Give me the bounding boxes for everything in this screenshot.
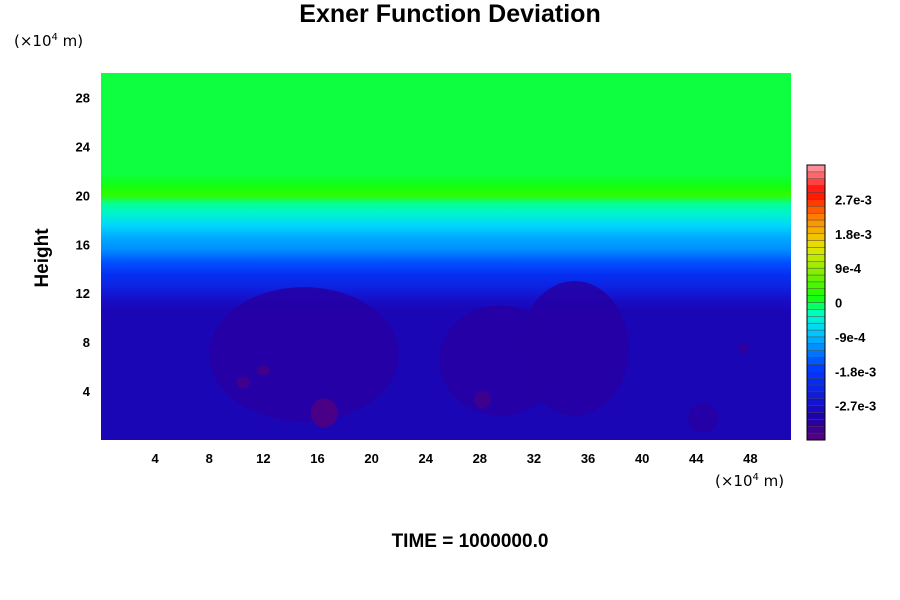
colorbar-band — [806, 206, 826, 214]
colorbar-band — [806, 226, 826, 234]
colorbar-band — [806, 212, 826, 221]
colorbar-tick-label: 9e-4 — [835, 261, 862, 276]
colorbar-band — [806, 281, 826, 289]
colorbar-band — [806, 316, 826, 324]
colorbar-tick-label: -9e-4 — [835, 330, 866, 345]
colorbar-band — [806, 336, 826, 344]
low-region-5 — [310, 398, 338, 428]
colorbar-band — [806, 419, 826, 427]
x-tick-label: 16 — [310, 451, 324, 466]
y-tick-label: 12 — [76, 286, 90, 301]
x-tick-label: 8 — [206, 451, 213, 466]
colorbar-band — [806, 329, 826, 338]
colorbar — [806, 164, 826, 441]
colorbar-tick-label: 2.7e-3 — [835, 192, 872, 207]
colorbar-band — [806, 412, 826, 420]
colorbar-band — [806, 295, 826, 303]
y-unit-exponent: 4 — [51, 32, 58, 43]
x-unit-prefix: (×10 — [715, 472, 753, 490]
colorbar-band — [806, 384, 826, 393]
colorbar-band — [806, 309, 826, 317]
colorbar-band — [806, 171, 826, 179]
colorbar-band — [806, 350, 826, 358]
x-tick-label: 12 — [256, 451, 270, 466]
x-tick-label: 44 — [689, 451, 704, 466]
colorbar-band — [806, 178, 826, 186]
x-tick-label: 36 — [581, 451, 595, 466]
y-tick-label: 20 — [76, 188, 90, 203]
x-unit-suffix: m) — [758, 472, 785, 490]
colorbar-band — [806, 391, 826, 399]
x-tick-label: 40 — [635, 451, 649, 466]
y-unit-prefix: (×10 — [14, 32, 52, 50]
colorbar-band — [806, 164, 826, 173]
colorbar-band — [806, 377, 826, 386]
x-axis-unit: (×104 m) — [715, 472, 784, 490]
colorbar-band — [806, 240, 826, 248]
colorbar-band — [806, 322, 826, 331]
y-tick-labels: 4 8 12 16 20 24 28 — [76, 90, 91, 399]
chart-title: Exner Function Deviation — [299, 0, 601, 28]
low-region-6 — [474, 391, 491, 409]
colorbar-band — [806, 343, 826, 351]
x-unit-exponent: 4 — [752, 472, 759, 483]
colorbar-band — [806, 274, 826, 283]
y-tick-label: 4 — [83, 384, 91, 399]
x-tick-label: 28 — [473, 451, 487, 466]
low-region-0 — [209, 287, 399, 422]
x-tick-label: 24 — [418, 451, 433, 466]
colorbar-band — [806, 426, 826, 434]
colorbar-tick-label: -1.8e-3 — [835, 364, 876, 379]
low-region-3 — [236, 376, 250, 389]
x-tick-labels: 4 8 12 16 20 24 28 32 36 40 44 48 — [152, 451, 758, 466]
colorbar-band — [806, 371, 826, 379]
x-tick-label: 48 — [743, 451, 757, 466]
y-tick-label: 8 — [83, 335, 90, 350]
x-tick-label: 32 — [527, 451, 541, 466]
colorbar-band — [806, 247, 826, 255]
colorbar-band — [806, 267, 826, 276]
colorbar-band — [806, 219, 826, 228]
y-tick-label: 16 — [76, 237, 90, 252]
colorbar-band — [806, 302, 826, 310]
heatmap-low-regions — [209, 280, 750, 433]
colorbar-band — [806, 288, 826, 296]
y-tick-label: 24 — [76, 139, 91, 154]
colorbar-band — [806, 192, 826, 200]
colorbar-tick-label: 0 — [835, 296, 842, 311]
colorbar-band — [806, 364, 826, 372]
colorbar-tick-labels: 2.7e-3 1.8e-3 9e-4 0 -9e-4 -1.8e-3 -2.7e-3 — [835, 192, 876, 413]
colorbar-band — [806, 398, 826, 406]
low-region-2 — [520, 280, 629, 416]
y-axis-unit: (×104 m) — [14, 32, 83, 50]
low-region-7 — [688, 403, 718, 433]
x-tick-label: 20 — [364, 451, 378, 466]
low-region-4 — [256, 365, 271, 376]
colorbar-band — [806, 233, 826, 241]
colorbar-frame — [806, 164, 826, 441]
low-region-8 — [738, 343, 750, 354]
colorbar-band — [806, 261, 826, 269]
x-tick-label: 4 — [152, 451, 160, 466]
colorbar-tick-label: -2.7e-3 — [835, 399, 876, 414]
colorbar-band — [806, 405, 826, 413]
time-label: TIME = 1000000.0 — [391, 531, 549, 552]
colorbar-band — [806, 185, 826, 193]
colorbar-band — [806, 357, 826, 365]
colorbar-band — [806, 199, 826, 207]
colorbar-band — [806, 254, 826, 262]
plot-area — [101, 73, 791, 440]
y-tick-label: 28 — [76, 90, 90, 105]
colorbar-tick-label: 1.8e-3 — [835, 227, 872, 242]
y-unit-suffix: m) — [57, 32, 84, 50]
colorbar-band — [806, 432, 826, 441]
